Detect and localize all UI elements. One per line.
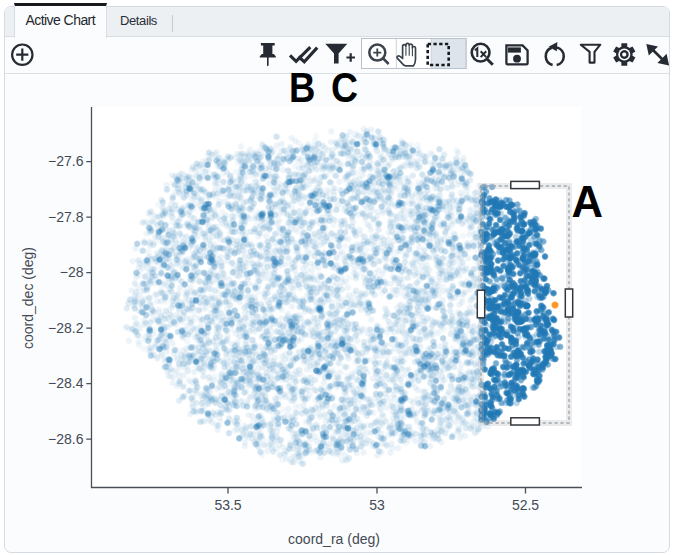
- svg-text:C: C: [331, 64, 358, 111]
- svg-text:−28.2: −28.2: [48, 320, 84, 336]
- svg-text:52.5: 52.5: [512, 497, 539, 513]
- svg-text:−27.6: −27.6: [48, 153, 84, 169]
- svg-text:53: 53: [369, 497, 385, 513]
- svg-text:−28.6: −28.6: [48, 431, 84, 447]
- svg-text:−27.8: −27.8: [48, 209, 84, 225]
- svg-text:53.5: 53.5: [214, 497, 241, 513]
- svg-text:coord_ra (deg): coord_ra (deg): [288, 531, 380, 547]
- svg-text:−28.4: −28.4: [48, 375, 84, 391]
- svg-text:B: B: [289, 64, 315, 111]
- svg-text:coord_dec (deg): coord_dec (deg): [20, 247, 36, 349]
- svg-text:A: A: [572, 178, 604, 226]
- svg-text:−28: −28: [60, 264, 84, 280]
